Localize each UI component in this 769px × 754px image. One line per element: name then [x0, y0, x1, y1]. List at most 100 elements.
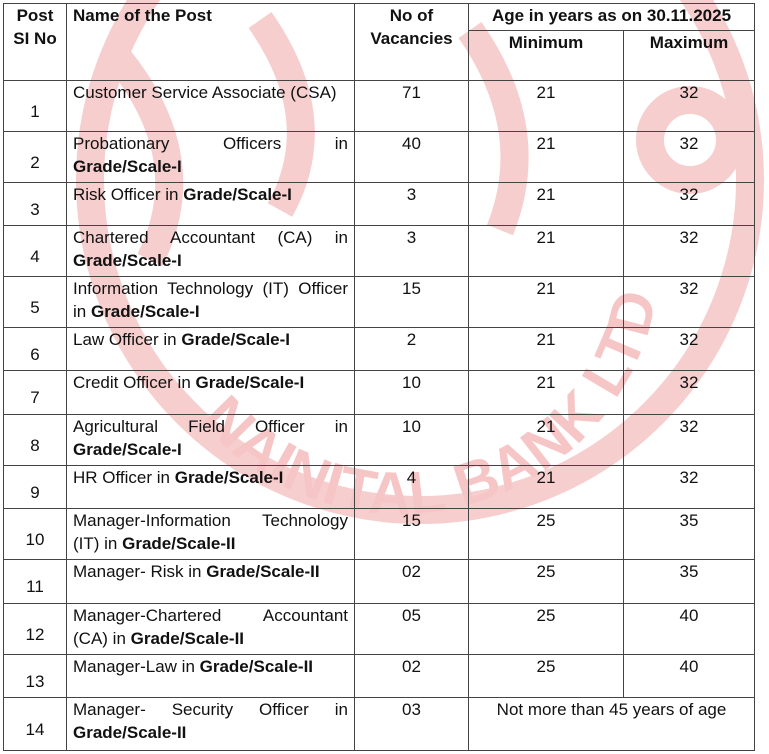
post-grade: Grade/Scale-I [73, 251, 182, 270]
vacancies: 10 [354, 370, 469, 415]
post-name: Customer Service Associate (CSA) [66, 80, 355, 132]
post-name-text: Manager- Risk in [73, 562, 207, 581]
table-row: 4 Chartered Accountant (CA) in Grade/Scal… [3, 225, 755, 277]
sl-no: 4 [3, 225, 67, 277]
post-name: Manager-Chartered Accountant (CA) in Gra… [66, 603, 355, 655]
post-name-text: Agricultural Field Officer in [73, 417, 348, 436]
sl-no: 9 [3, 465, 67, 509]
sl-no: 12 [3, 603, 67, 655]
max-age: 32 [623, 414, 755, 466]
post-name: Chartered Accountant (CA) in Grade/Scale… [66, 225, 355, 277]
post-name-text: Manager-Chartered Accountant (CA) in [73, 606, 348, 648]
post-grade: Grade/Scale-II [73, 723, 187, 742]
post-name: Manager- Risk in Grade/Scale-II [66, 559, 355, 604]
sl-no: 11 [3, 559, 67, 604]
post-name-text: Manager-Information Technology (IT) in [73, 511, 348, 553]
table-row: 6 Law Officer in Grade/Scale-I 2 21 32 [3, 327, 755, 371]
table-row: 2 Probationary Officers in Grade/Scale-I 4… [3, 131, 755, 183]
post-name: Credit Officer in Grade/Scale-I [66, 370, 355, 415]
post-grade: Grade/Scale-I [73, 157, 182, 176]
post-name-text: Chartered Accountant (CA) in [73, 228, 348, 247]
table-row: 12 Manager-Chartered Accountant (CA) in G… [3, 603, 755, 655]
post-name: Agricultural Field Officer in Grade/Scal… [66, 414, 355, 466]
post-name: Information Technology (IT) Officer in G… [66, 276, 355, 328]
post-name: Risk Officer in Grade/Scale-I [66, 182, 355, 226]
min-age: 21 [468, 131, 624, 183]
min-age: 21 [468, 327, 624, 371]
max-age: 32 [623, 131, 755, 183]
vacancies: 10 [354, 414, 469, 466]
post-grade: Grade/Scale-II [130, 629, 245, 648]
min-age: 21 [468, 465, 624, 509]
max-age: 32 [623, 182, 755, 226]
header-age-group: Age in years as on 30.11.2025 [468, 2, 755, 32]
table-row: 8 Agricultural Field Officer in Grade/Sca… [3, 414, 755, 466]
post-name-text: Probationary Officers in [73, 134, 348, 153]
post-name: Law Officer in Grade/Scale-I [66, 327, 355, 371]
age-note: Not more than 45 years of age [468, 697, 755, 751]
sl-no: 3 [3, 182, 67, 226]
vacancies: 15 [354, 508, 469, 560]
post-grade: Grade/Scale-I [181, 330, 291, 349]
vacancies: 3 [354, 225, 469, 277]
post-grade: Grade/Scale-II [122, 534, 236, 553]
table-row: 9 HR Officer in Grade/Scale-I 4 21 32 [3, 465, 755, 509]
sl-no: 10 [3, 508, 67, 560]
max-age: 35 [623, 508, 755, 560]
post-name: Manager-Information Technology (IT) in G… [66, 508, 355, 560]
post-grade: Grade/Scale-I [90, 302, 200, 321]
sl-no: 6 [3, 327, 67, 371]
sl-no: 5 [3, 276, 67, 328]
min-age: 21 [468, 414, 624, 466]
post-name: Manager- Security Officer in Grade/Scale… [66, 697, 355, 751]
vacancies: 3 [354, 182, 469, 226]
table-row: 3 Risk Officer in Grade/Scale-I 3 21 32 [3, 182, 755, 226]
vacancies: 40 [354, 131, 469, 183]
post-name-text: Customer Service Associate (CSA) [73, 83, 337, 102]
sl-no: 13 [3, 654, 67, 698]
post-grade: Grade/Scale-I [183, 185, 292, 204]
min-age: 25 [468, 603, 624, 655]
max-age: 32 [623, 465, 755, 509]
post-grade: Grade/Scale-I [195, 373, 305, 392]
header-vacancies: No of Vacancies [354, 3, 469, 81]
sl-no: 8 [3, 414, 67, 466]
max-age: 40 [623, 603, 755, 655]
sl-no: 14 [3, 697, 67, 751]
min-age: 25 [468, 654, 624, 698]
vacancies: 02 [354, 654, 469, 698]
vacancies: 2 [354, 327, 469, 371]
table-row: 14 Manager- Security Officer in Grade/Sca… [3, 697, 755, 751]
post-name: HR Officer in Grade/Scale-I [66, 465, 355, 509]
post-name-text: Credit Officer in [73, 373, 196, 392]
post-name: Manager-Law in Grade/Scale-II [66, 654, 355, 698]
table-row: 7 Credit Officer in Grade/Scale-I 10 21 32 [3, 370, 755, 415]
post-name-text: Manager-Law in [73, 657, 200, 676]
header-post-name: Name of the Post [66, 3, 355, 81]
table-row: 10 Manager-Information Technology (IT) in… [3, 508, 755, 560]
min-age: 21 [468, 80, 624, 132]
post-name-text: Manager- Security Officer in [73, 700, 348, 719]
post-grade: Grade/Scale-I [73, 440, 182, 459]
post-grade: Grade/Scale-II [206, 562, 320, 581]
sl-no: 7 [3, 370, 67, 415]
vacancies: 03 [354, 697, 469, 751]
post-name: Probationary Officers in Grade/Scale-I [66, 131, 355, 183]
max-age: 32 [623, 327, 755, 371]
vacancies: 05 [354, 603, 469, 655]
vacancies: 4 [354, 465, 469, 509]
min-age: 21 [468, 182, 624, 226]
min-age: 25 [468, 559, 624, 604]
sl-no: 2 [3, 131, 67, 183]
max-age: 32 [623, 370, 755, 415]
post-grade: Grade/Scale-II [199, 657, 314, 676]
max-age: 40 [623, 654, 755, 698]
table-row: 11 Manager- Risk in Grade/Scale-II 02 25 35 [3, 559, 755, 604]
post-name-text: Risk Officer in [73, 185, 184, 204]
post-name-text: Information Technology (IT) Officer in [73, 279, 348, 321]
header-sl-no: Post SI No [3, 3, 67, 81]
min-age: 25 [468, 508, 624, 560]
max-age: 35 [623, 559, 755, 604]
vacancy-table: Post SI No Name of the Post No of Vacanc… [3, 2, 755, 751]
max-age: 32 [623, 80, 755, 132]
